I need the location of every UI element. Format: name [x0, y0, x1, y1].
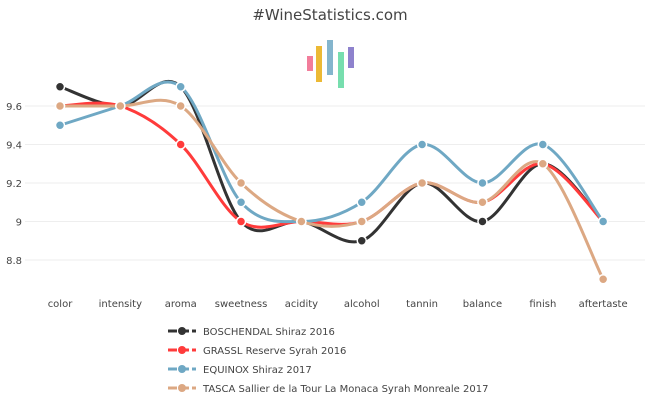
data-point[interactable]	[416, 177, 428, 189]
x-tick-label: aroma	[165, 299, 197, 310]
y-tick-label: 9.2	[6, 179, 22, 190]
series-line	[60, 98, 605, 280]
series-line	[59, 101, 605, 229]
y-tick-label: 9.4	[6, 141, 22, 152]
series-line	[59, 80, 605, 224]
legend-marker-icon	[178, 327, 186, 335]
data-point[interactable]	[296, 216, 307, 227]
data-point[interactable]	[235, 177, 247, 189]
series-1	[59, 101, 605, 229]
x-tick-label: finish	[529, 299, 556, 310]
data-point[interactable]	[115, 100, 126, 112]
data-point[interactable]	[356, 216, 367, 227]
data-point[interactable]	[356, 197, 367, 208]
logo-bar	[307, 56, 313, 71]
data-point[interactable]	[597, 274, 609, 285]
legend-item[interactable]: EQUINOX Shiraz 2017	[168, 365, 312, 376]
data-point[interactable]	[175, 139, 186, 150]
data-point[interactable]	[477, 197, 488, 208]
legend-label: BOSCHENDAL Shiraz 2016	[203, 327, 335, 338]
series-2	[59, 80, 605, 224]
data-point[interactable]	[477, 216, 488, 227]
data-point[interactable]	[54, 81, 66, 92]
legend-item[interactable]: BOSCHENDAL Shiraz 2016	[168, 327, 335, 338]
data-point[interactable]	[597, 216, 609, 227]
legend-item[interactable]: GRASSL Reserve Syrah 2016	[168, 346, 346, 357]
logo-bar	[348, 47, 354, 68]
x-tick-label: tannin	[406, 299, 438, 310]
data-point[interactable]	[54, 120, 66, 131]
legend-marker-icon	[178, 365, 186, 373]
data-point[interactable]	[175, 81, 186, 92]
y-tick-label: 9.6	[6, 102, 22, 113]
y-tick-label: 8.8	[6, 256, 22, 267]
data-point[interactable]	[537, 158, 549, 169]
wine-statistics-logo	[307, 40, 354, 88]
legend-label: EQUINOX Shiraz 2017	[203, 365, 312, 376]
x-tick-label: aftertaste	[579, 299, 628, 310]
data-point[interactable]	[54, 100, 66, 112]
data-point[interactable]	[537, 139, 549, 150]
data-point[interactable]	[416, 139, 428, 150]
x-tick-label: balance	[463, 299, 502, 310]
chart-title: #WineStatistics.com	[252, 6, 407, 24]
logo-bar	[327, 40, 333, 75]
series-points-1	[54, 100, 609, 227]
data-point[interactable]	[235, 216, 247, 227]
data-point[interactable]	[175, 100, 186, 112]
legend-item[interactable]: TASCA Sallier de la Tour La Monaca Syrah…	[168, 384, 488, 395]
series-3	[60, 98, 605, 280]
logo-bar	[338, 52, 344, 88]
x-tick-label: alcohol	[344, 299, 380, 310]
series-points-3	[54, 100, 609, 285]
legend-label: TASCA Sallier de la Tour La Monaca Syrah…	[202, 384, 488, 395]
data-point[interactable]	[477, 177, 488, 189]
legend-marker-icon	[178, 384, 186, 392]
x-tick-label: acidity	[285, 299, 318, 310]
data-point[interactable]	[356, 235, 367, 246]
series-points-0	[54, 81, 609, 246]
logo-bar	[316, 46, 322, 82]
x-tick-label: sweetness	[215, 299, 268, 310]
legend-marker-icon	[178, 346, 186, 354]
y-tick-label: 9	[16, 218, 22, 229]
x-tick-label: color	[48, 299, 74, 310]
x-tick-label: intensity	[99, 299, 142, 310]
data-point[interactable]	[235, 197, 247, 208]
legend-label: GRASSL Reserve Syrah 2016	[203, 346, 346, 357]
